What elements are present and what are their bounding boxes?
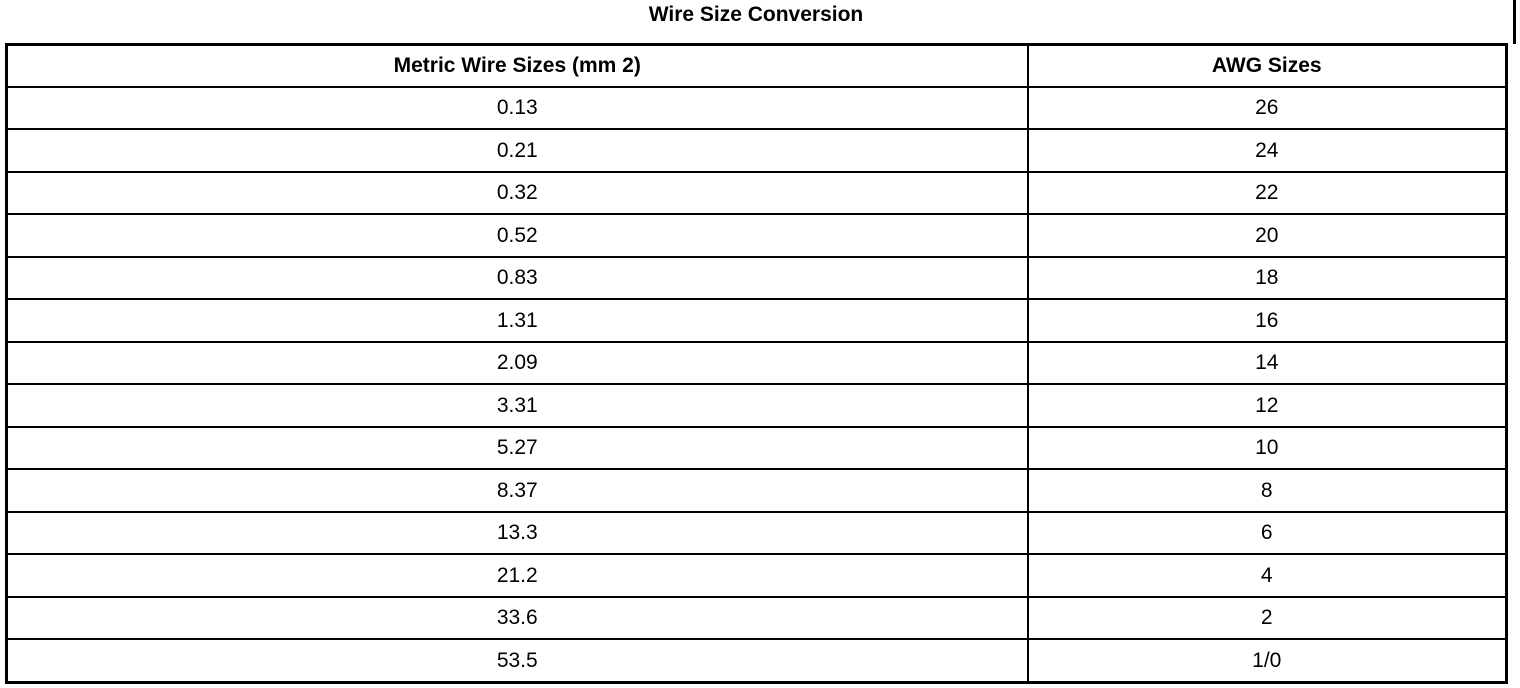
border-line [1513,0,1516,44]
table-cell: 14 [1026,340,1508,386]
table-cell: 5.27 [5,425,1029,471]
table-cell: 20 [1026,213,1508,258]
table-cell: 3.31 [5,383,1029,428]
table-cell: 0.13 [5,85,1029,131]
table-cell: 8 [1026,468,1508,513]
table-row: 21.2 4 [5,553,1508,598]
column-header: AWG Sizes [1026,43,1508,88]
table-cell: 0.21 [5,128,1029,173]
table-cell: 16 [1026,298,1508,343]
table-cell: 1/0 [1026,638,1508,684]
table-cell: 53.5 [5,638,1029,684]
table-cell: 24 [1026,128,1508,173]
table-row: 0.52 20 [5,213,1508,258]
column-header: Metric Wire Sizes (mm 2) [5,43,1029,88]
table-row: 0.83 18 [5,255,1508,301]
table-row: 0.13 26 [5,85,1508,131]
header-row: Metric Wire Sizes (mm 2) AWG Sizes [5,43,1508,88]
table-row: 0.32 22 [5,170,1508,216]
table-row: 0.21 24 [5,128,1508,173]
table-cell: 10 [1026,425,1508,471]
table-cell: 8.37 [5,468,1029,513]
table-cell: 6 [1026,510,1508,556]
table-cell: 2 [1026,595,1508,641]
table-row: 3.31 12 [5,383,1508,428]
table-row: 1.31 16 [5,298,1508,343]
table-cell: 4 [1026,553,1508,598]
table-cell: 12 [1026,383,1508,428]
table-cell: 21.2 [5,553,1029,598]
conversion-table: Metric Wire Sizes (mm 2) AWG Sizes 0.13 26… [5,43,1508,684]
table-cell: 1.31 [5,298,1029,343]
table-cell: 0.32 [5,170,1029,216]
table-cell: 18 [1026,255,1508,301]
table-row: 13.3 6 [5,510,1508,556]
table-row: 33.6 2 [5,595,1508,641]
table-row: 8.37 8 [5,468,1508,513]
table-cell: 13.3 [5,510,1029,556]
table-row: 53.5 1/0 [5,638,1508,684]
table-row: 5.27 10 [5,425,1508,471]
table-cell: 33.6 [5,595,1029,641]
table-cell: 0.83 [5,255,1029,301]
table-cell: 22 [1026,170,1508,216]
table-cell: 2.09 [5,340,1029,386]
table-body: 0.13 26 0.21 24 0.32 22 0.52 20 0.83 18 1.31 16 2.09… [5,85,1508,684]
table-cell: 0.52 [5,213,1029,258]
table-row: 2.09 14 [5,340,1508,386]
table-title: Wire Size Conversion [648,3,864,26]
table-cell: 26 [1026,85,1508,131]
